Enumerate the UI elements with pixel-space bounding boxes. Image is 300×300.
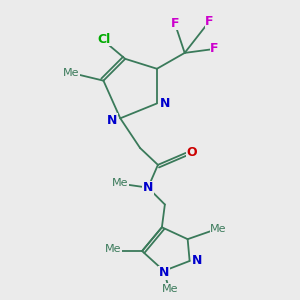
Text: Me: Me [162, 284, 178, 294]
Text: Me: Me [112, 178, 128, 188]
Text: F: F [210, 42, 219, 56]
Text: O: O [186, 146, 197, 160]
Text: N: N [159, 266, 169, 279]
Text: F: F [205, 15, 214, 28]
Text: F: F [170, 17, 179, 30]
Text: N: N [192, 254, 203, 268]
Text: N: N [143, 181, 153, 194]
Text: N: N [107, 114, 118, 127]
Text: Me: Me [62, 68, 79, 78]
Text: Cl: Cl [98, 32, 111, 46]
Text: Me: Me [210, 224, 226, 234]
Text: Me: Me [105, 244, 122, 254]
Text: N: N [160, 97, 170, 110]
